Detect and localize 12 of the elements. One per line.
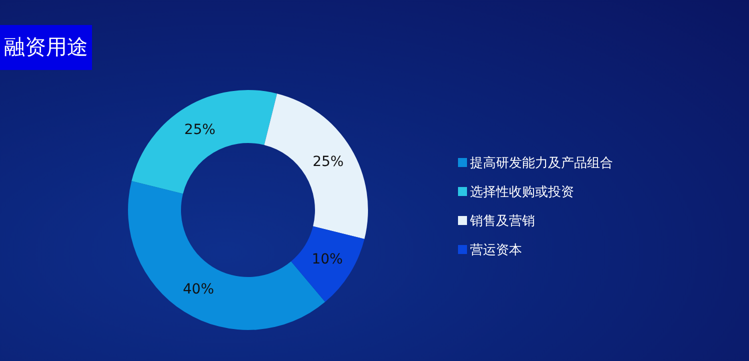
donut-slice bbox=[132, 90, 278, 194]
legend-label: 提高研发能力及产品组合 bbox=[470, 154, 613, 172]
data-label: 25% bbox=[312, 154, 344, 170]
donut-slice bbox=[291, 226, 364, 302]
donut-slice bbox=[264, 94, 368, 240]
legend-label: 选择性收购或投资 bbox=[470, 184, 574, 200]
data-label: 40% bbox=[182, 281, 214, 298]
chart-title: 融资用途 bbox=[0, 25, 92, 70]
legend-label: 营运资本 bbox=[470, 242, 522, 258]
data-label: 25% bbox=[184, 122, 216, 138]
legend-label: 销售及营销 bbox=[470, 212, 535, 230]
data-label: 10% bbox=[312, 252, 343, 268]
